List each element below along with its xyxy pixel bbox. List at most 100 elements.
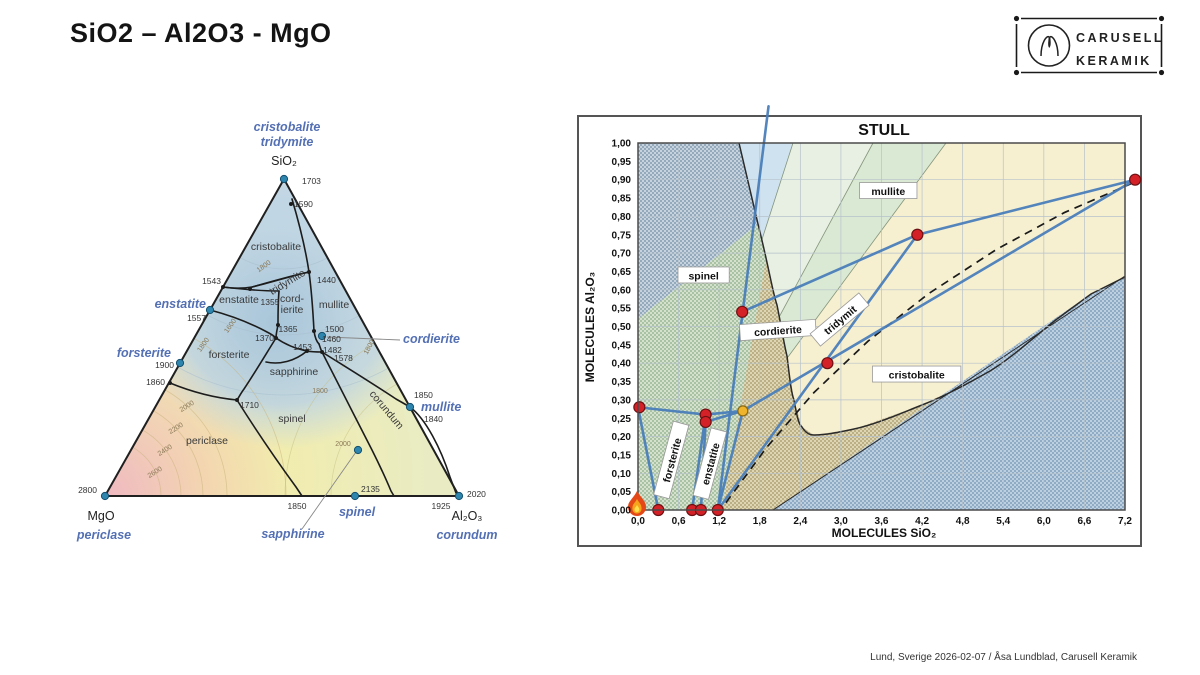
- footer-credit: Lund, Sverige 2026-02-07 / Åsa Lundblad,…: [870, 652, 1137, 663]
- recipe-line: [636, 405, 707, 416]
- logo-frame: [1013, 15, 1165, 76]
- recipe-line: [716, 233, 919, 512]
- dashed-curve: [725, 182, 1133, 504]
- mineral-label: cristobalite: [872, 365, 962, 383]
- y-tick-label: 0,20: [612, 432, 632, 443]
- corner-label: MgO: [87, 509, 114, 523]
- y-tick-label: 0,80: [612, 212, 632, 223]
- x-tick-label: 2,4: [793, 516, 807, 527]
- junction-dot: [221, 285, 225, 289]
- phase-label: enstatite: [155, 297, 206, 311]
- blend-lines: [636, 105, 1137, 512]
- data-point-red: [1129, 173, 1142, 186]
- y-tick-label: 0,05: [612, 487, 632, 498]
- junction-dot: [307, 270, 311, 274]
- x-tick-label: 4,2: [915, 516, 929, 527]
- compound-dot: [100, 491, 110, 501]
- recipe-line: [740, 233, 919, 314]
- compound-dot: [350, 491, 360, 501]
- region-label: forsterite: [209, 349, 250, 361]
- phase-label: periclase: [76, 528, 131, 542]
- temperature-label: 2000: [335, 441, 351, 448]
- region-label: cord-: [280, 293, 304, 305]
- temperature-label: 1500: [325, 324, 344, 334]
- plot-frame: [637, 142, 1126, 511]
- y-tick-label: 0,70: [612, 249, 632, 260]
- temperature-label: 2135: [361, 484, 380, 494]
- page-title: SiO2 – Al2O3 - MgO: [70, 18, 332, 48]
- x-tick-label: 3,6: [875, 516, 889, 527]
- x-tick-label: 6,6: [1077, 516, 1091, 527]
- dashed-trend-curve: [725, 182, 1133, 504]
- temperature-label: 1355: [261, 297, 280, 307]
- junction-dot: [320, 350, 324, 354]
- region-label: enstatite: [219, 294, 259, 306]
- mineral-label: cordierite: [738, 318, 817, 342]
- mineral-label: spinel: [677, 266, 730, 284]
- y-tick-label: 0,15: [612, 450, 632, 461]
- recipe-line: [716, 409, 745, 512]
- phase-label: sapphirine: [261, 527, 324, 541]
- temperature-label: 1590: [294, 199, 313, 209]
- phase-label: mullite: [421, 400, 461, 414]
- compound-dots: [100, 174, 464, 501]
- data-point-yellow: [737, 405, 749, 417]
- mineral-label-text: mullite: [871, 186, 905, 198]
- temperature-label: 2020: [467, 489, 486, 499]
- data-point-red: [821, 357, 834, 370]
- region-label: periclase: [186, 435, 228, 447]
- region-label: cristobalite: [251, 241, 301, 253]
- y-tick-label: 0,60: [612, 285, 632, 296]
- phase-label: forsterite: [117, 346, 171, 360]
- compound-dot: [175, 358, 185, 368]
- data-point-red: [736, 305, 749, 318]
- y-tick-label: 0,00: [612, 506, 632, 517]
- y-tick-label: 0,40: [612, 359, 632, 370]
- x-tick-label: 4,8: [956, 516, 970, 527]
- x-tick-label: 6,0: [1037, 516, 1051, 527]
- compound-dot: [279, 174, 289, 184]
- y-tick-label: 0,25: [612, 414, 632, 425]
- flame-icon: [628, 491, 646, 516]
- temperature-label: 1440: [317, 275, 336, 285]
- temperature-label: 1840: [424, 414, 443, 424]
- data-point-red: [911, 228, 924, 241]
- y-tick-label: 0,50: [612, 322, 632, 333]
- chart-title: STULL: [858, 122, 910, 139]
- region-label: mullite: [319, 299, 350, 311]
- junction-dot: [274, 336, 278, 340]
- temperature-label: 1850: [414, 390, 433, 400]
- temperature-label: 1365: [279, 324, 298, 334]
- mineral-label-box: [809, 292, 870, 347]
- y-tick-label: 0,55: [612, 304, 632, 315]
- y-tick-label: 0,85: [612, 194, 632, 205]
- x-tick-label: 5,4: [996, 516, 1010, 527]
- recipe-line: [741, 178, 1137, 413]
- phase-label: cordierite: [403, 332, 460, 346]
- y-tick-label: 0,90: [612, 175, 632, 186]
- x-tick-label: 1,2: [712, 516, 726, 527]
- junction-dot: [289, 202, 293, 206]
- x-axis-title: MOLECULES SiO₂: [832, 526, 937, 540]
- compound-dot: [205, 305, 215, 315]
- temperature-label: 1703: [302, 176, 321, 186]
- temperature-label: 1557: [187, 313, 206, 323]
- compound-dot: [405, 402, 415, 412]
- y-tick-label: 0,10: [612, 469, 632, 480]
- junction-dot: [312, 329, 316, 333]
- mineral-label-text: cristobalite: [889, 370, 945, 382]
- junction-dots: [168, 202, 324, 402]
- phase-label: spinel: [339, 505, 376, 519]
- mineral-label-box: [677, 266, 730, 284]
- leader-lines: [301, 336, 401, 530]
- compound-dot: [317, 331, 327, 341]
- y-tick-label: 0,35: [612, 377, 632, 388]
- mineral-label-box: [692, 427, 728, 500]
- temperature-label: 1453: [293, 342, 312, 352]
- recipe-line: [704, 409, 745, 416]
- compound-dot: [454, 491, 464, 501]
- isotherm-arcs-sio2: [105, 179, 459, 396]
